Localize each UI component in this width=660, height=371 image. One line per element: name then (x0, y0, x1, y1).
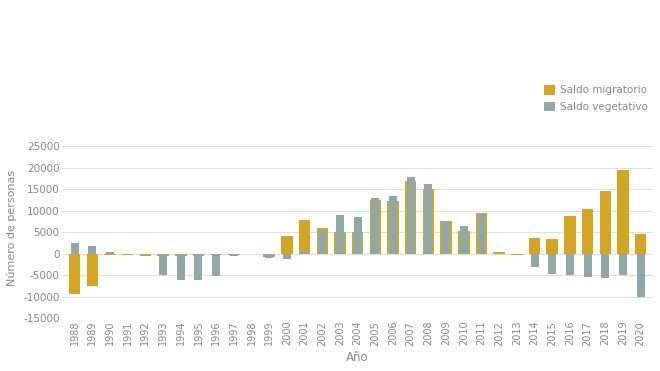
Bar (370, 200, 381, 254)
Bar (69, 254, 81, 294)
Bar (283, 254, 291, 259)
Bar (566, 254, 574, 275)
Bar (601, 254, 609, 279)
Bar (407, 177, 414, 254)
Bar (300, 251, 309, 254)
Bar (582, 209, 593, 254)
Bar (511, 254, 523, 255)
Bar (460, 226, 468, 254)
Bar (263, 254, 275, 257)
Bar (211, 254, 222, 255)
Bar (71, 243, 79, 254)
Bar (336, 215, 344, 254)
Bar (175, 254, 187, 256)
Bar (372, 198, 380, 254)
Bar (86, 254, 98, 286)
Bar (354, 217, 362, 254)
Bar (299, 220, 310, 254)
Bar (106, 252, 114, 254)
Bar (619, 254, 627, 275)
Bar (494, 252, 505, 254)
Bar (281, 236, 292, 254)
Bar (122, 254, 133, 255)
Bar (583, 254, 591, 277)
Bar (458, 231, 469, 254)
Bar (88, 246, 96, 254)
Bar (548, 254, 556, 274)
Y-axis label: Número de personas: Número de personas (7, 170, 17, 286)
Bar (564, 216, 576, 254)
Bar (405, 181, 416, 254)
Bar (424, 184, 432, 254)
Bar (265, 254, 273, 258)
Bar (228, 254, 240, 255)
Bar (422, 189, 434, 254)
Bar (352, 232, 364, 254)
Bar (123, 254, 132, 255)
X-axis label: Año: Año (346, 351, 369, 364)
Bar (193, 254, 204, 256)
Bar (529, 238, 541, 254)
Bar (617, 170, 629, 254)
Bar (177, 254, 185, 280)
Bar (546, 239, 558, 254)
Bar (195, 254, 203, 280)
Bar (317, 228, 328, 254)
Bar (230, 254, 238, 256)
Bar (635, 234, 646, 254)
Bar (476, 213, 487, 254)
Bar (440, 220, 452, 254)
Bar (141, 254, 149, 255)
Bar (248, 254, 255, 255)
Bar (442, 221, 450, 254)
Bar (104, 254, 116, 255)
Bar (477, 213, 486, 254)
Bar (387, 201, 399, 254)
Bar (389, 196, 397, 254)
Bar (140, 254, 151, 256)
Bar (246, 254, 257, 255)
Bar (159, 254, 167, 275)
Bar (599, 191, 611, 254)
Bar (637, 254, 645, 296)
Bar (157, 254, 169, 256)
Bar (334, 232, 346, 254)
Bar (212, 254, 220, 276)
Bar (531, 254, 539, 267)
Bar (318, 230, 326, 254)
Legend: Saldo migratorio, Saldo vegetativo: Saldo migratorio, Saldo vegetativo (544, 85, 648, 112)
